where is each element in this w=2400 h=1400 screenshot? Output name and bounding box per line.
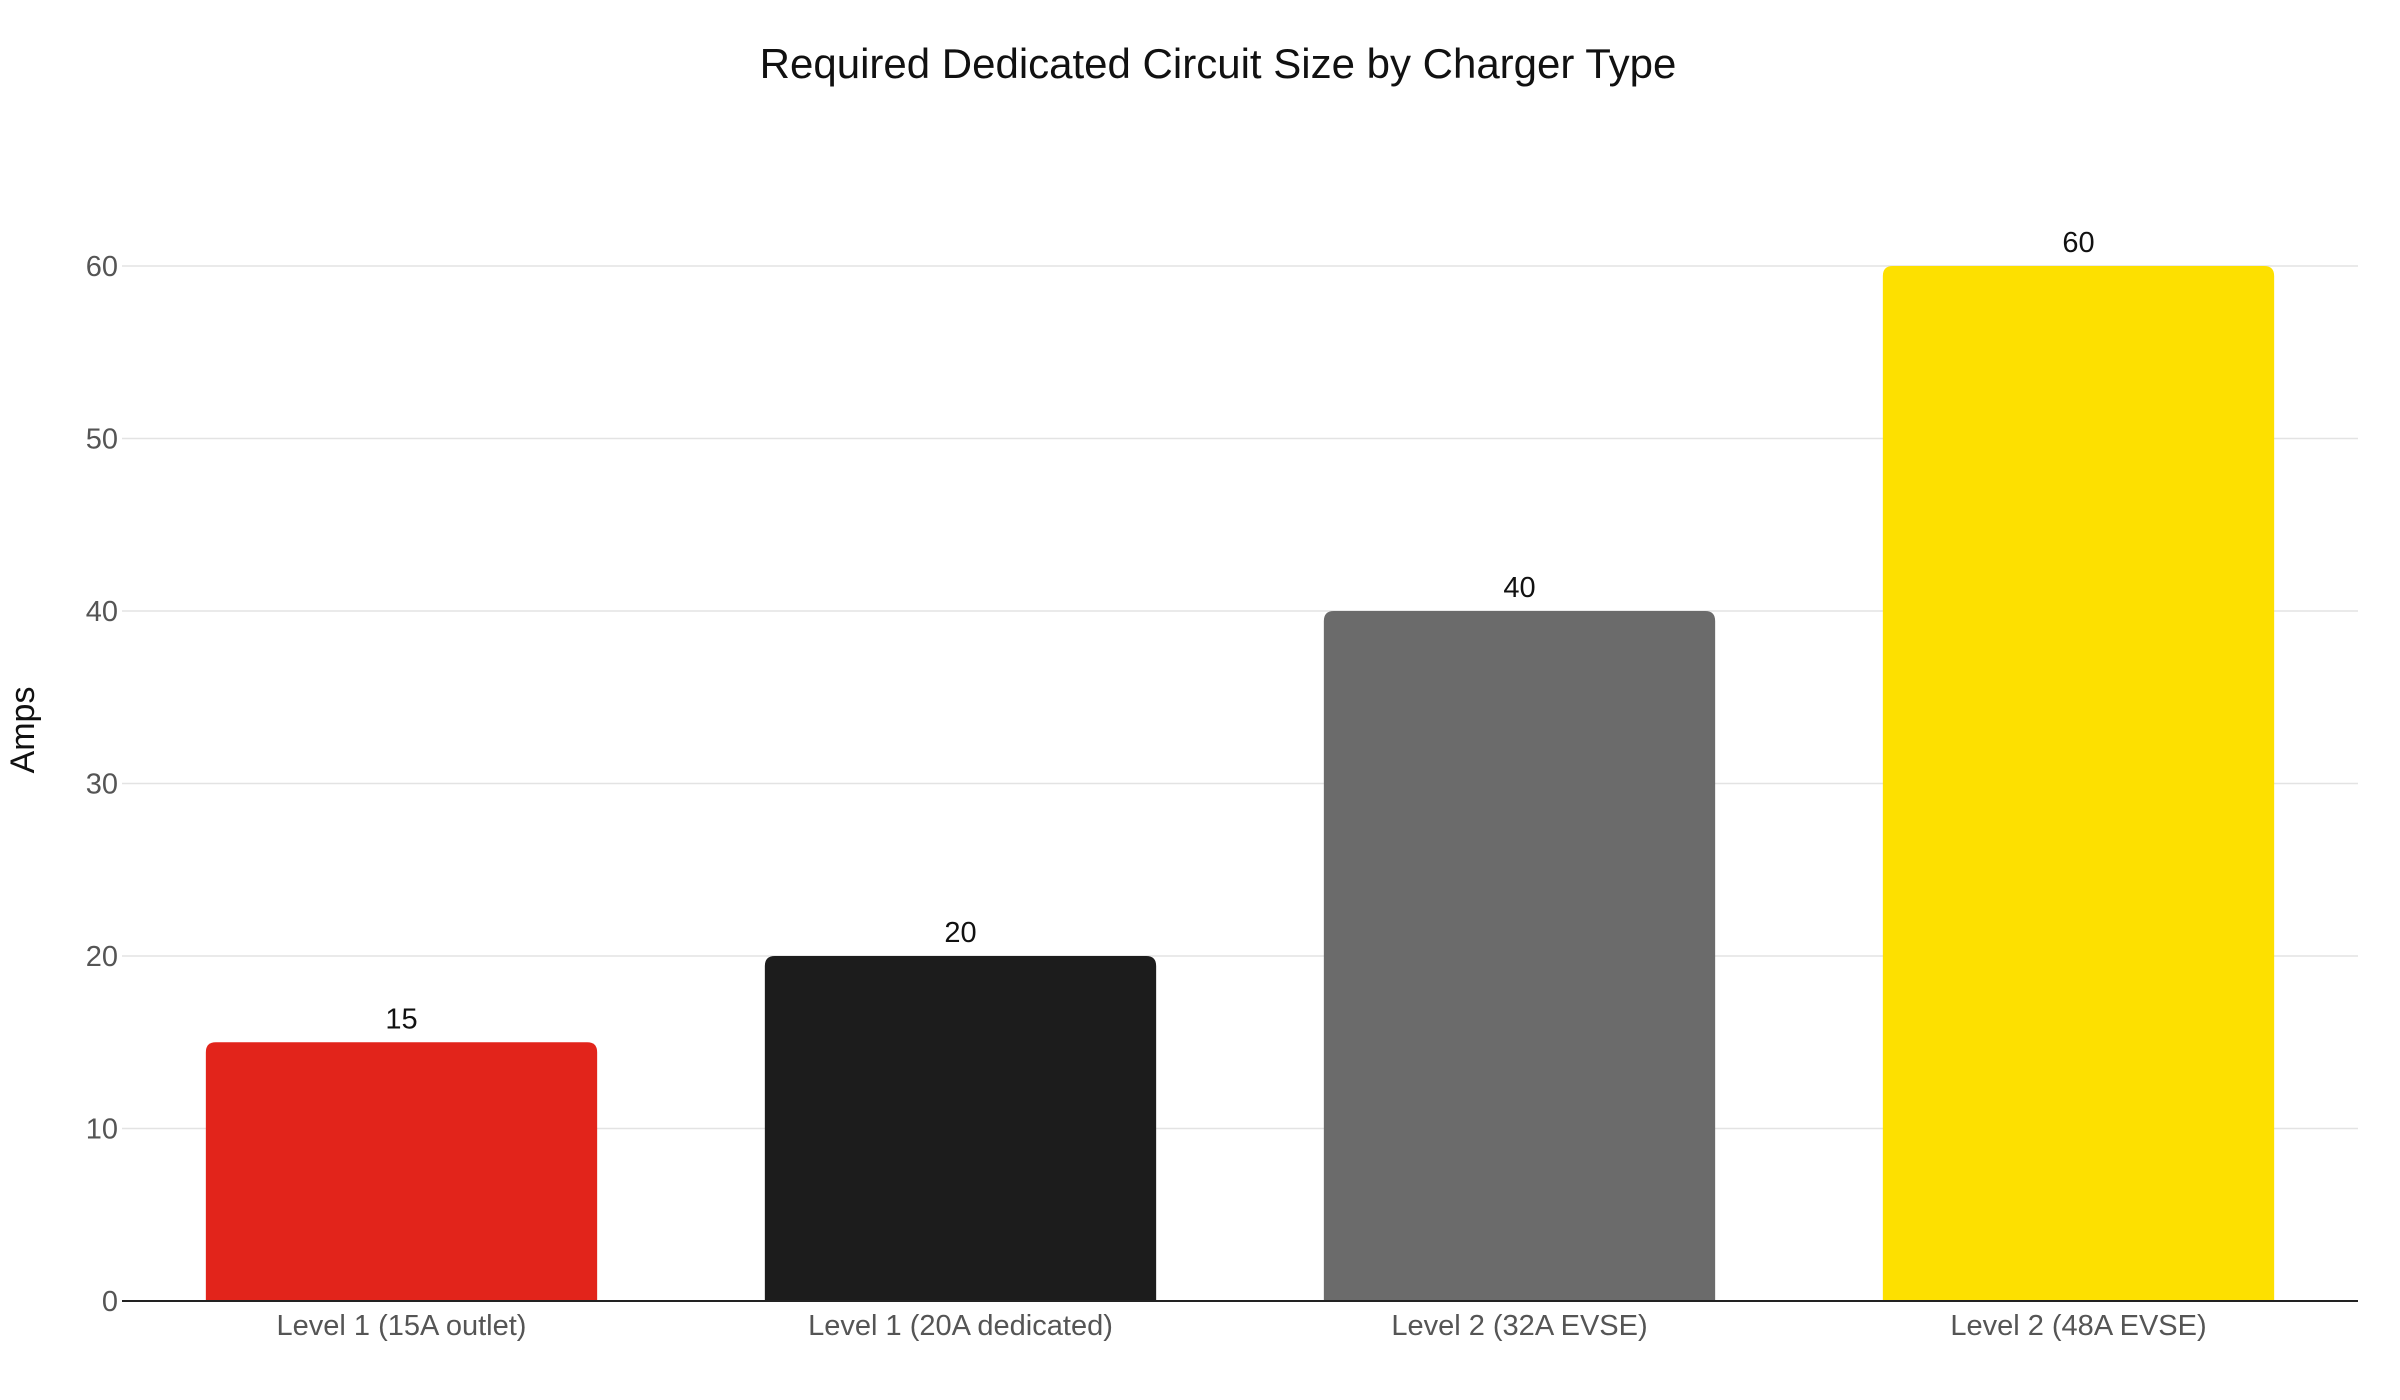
- bar-value-label: 15: [385, 1003, 417, 1035]
- y-tick-label: 30: [86, 769, 118, 801]
- bar: [764, 956, 1157, 1301]
- y-tick-label: 60: [86, 251, 118, 283]
- bars: [205, 266, 2275, 1301]
- bar-value-label: 20: [944, 917, 976, 949]
- y-tick-label: 40: [86, 596, 118, 628]
- value-labels: 15 20 40 60: [385, 227, 2094, 1035]
- y-axis-label: Amps: [4, 687, 42, 774]
- y-axis-ticks: 0 10 20 30 40 50 60: [86, 251, 118, 1318]
- y-tick-label: 10: [86, 1114, 118, 1146]
- bar-value-label: 40: [1503, 572, 1535, 604]
- y-tick-label: 0: [102, 1286, 118, 1318]
- x-axis-ticks: Level 1 (15A outlet) Level 1 (20A dedicat…: [277, 1310, 2207, 1342]
- x-tick-label: Level 1 (20A dedicated): [808, 1310, 1113, 1342]
- x-tick-label: Level 2 (48A EVSE): [1950, 1310, 2206, 1342]
- y-tick-label: 20: [86, 941, 118, 973]
- x-tick-label: Level 1 (15A outlet): [277, 1310, 527, 1342]
- x-tick-label: Level 2 (32A EVSE): [1391, 1310, 1647, 1342]
- chart-title: Required Dedicated Circuit Size by Charg…: [760, 40, 1677, 87]
- bar-value-label: 60: [2062, 227, 2094, 259]
- bar: [1882, 266, 2275, 1301]
- y-tick-label: 50: [86, 424, 118, 456]
- bar: [1323, 611, 1716, 1301]
- bar: [205, 1042, 598, 1301]
